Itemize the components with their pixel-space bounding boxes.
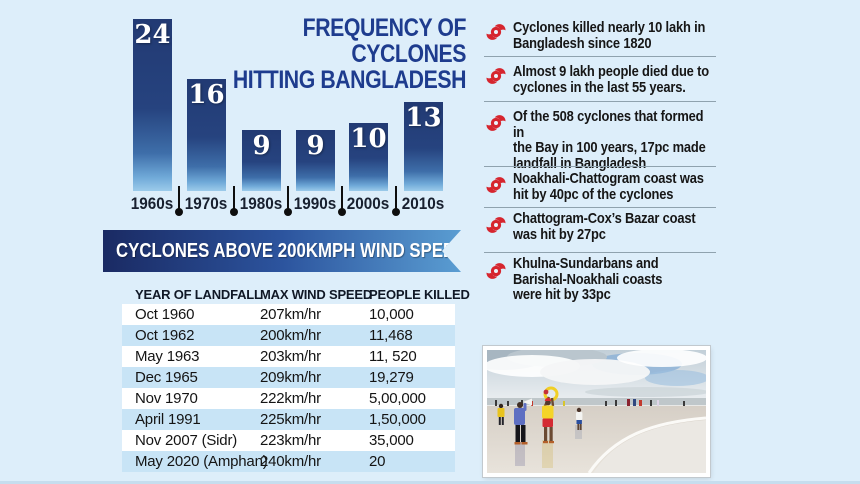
axis-tick [395, 186, 397, 210]
table-cell: Nov 2007 (Sidr) [135, 432, 238, 449]
axis-dot [392, 208, 400, 216]
chart-title: FREQUENCY OF CYCLONES HITTING BANGLADESH [232, 14, 467, 94]
table-banner-ribbon: CYCLONES ABOVE 200KMPH WIND SPEEDS [103, 230, 461, 272]
divider [484, 56, 716, 57]
table-cell: 20 [369, 453, 386, 470]
table-cell: 19,279 [369, 369, 414, 386]
axis-dot [175, 208, 183, 216]
fact-text: Cyclones killed nearly 10 lakh in Bangla… [513, 19, 706, 52]
table-row: Oct 1960 207km/hr 10,000 [122, 304, 455, 325]
beach-photo-illustration [487, 350, 706, 473]
bar-1980s: 9 [242, 130, 281, 191]
bar-1990s: 9 [296, 130, 335, 191]
table-cell: Nov 1970 [135, 390, 198, 407]
table-cell: 222km/hr [260, 390, 321, 407]
table-cell: 209km/hr [260, 369, 321, 386]
table-cell: 5,00,000 [369, 390, 426, 407]
bar-1970s: 16 [187, 79, 226, 191]
table-row: Dec 1965 209km/hr 19,279 [122, 367, 455, 388]
table-cell: 10,000 [369, 306, 414, 323]
bottom-edge [0, 481, 860, 484]
axis-dot [230, 208, 238, 216]
table-row: Nov 2007 (Sidr) 223km/hr 35,000 [122, 430, 455, 451]
table-cell: May 2020 (Amphan) [135, 453, 268, 470]
table-cell: Oct 1962 [135, 327, 195, 344]
table-cell: 11,468 [369, 327, 413, 344]
axis-dot [284, 208, 292, 216]
cyclone-icon [484, 112, 508, 134]
cyclone-icon [484, 174, 508, 196]
table-banner-label: CYCLONES ABOVE 200KMPH WIND SPEEDS [116, 239, 478, 262]
axis-label-1970s: 1970s [184, 194, 228, 213]
table-row: May 1963 203km/hr 11, 520 [122, 346, 455, 367]
axis-label-2010s: 2010s [401, 194, 445, 213]
table-cell: 223km/hr [260, 432, 321, 449]
table-cell: Dec 1965 [135, 369, 198, 386]
axis-label-1990s: 1990s [293, 194, 337, 213]
table-cell: 207km/hr [260, 306, 321, 323]
table-cell: May 1963 [135, 348, 200, 365]
table-cell: 200km/hr [260, 327, 321, 344]
axis-label-2000s: 2000s [346, 194, 390, 213]
cyclone-icon [484, 214, 508, 236]
fact-text: Almost 9 lakh people died due to cyclone… [513, 63, 709, 96]
axis-tick [178, 186, 180, 210]
divider [484, 207, 716, 208]
table-cell: 225km/hr [260, 411, 321, 428]
table-cell: 35,000 [369, 432, 414, 449]
divider [484, 252, 716, 253]
axis-dot [338, 208, 346, 216]
table-cell: 11, 520 [369, 348, 417, 365]
cyclone-icon [484, 65, 508, 87]
cyclone-icon [484, 21, 508, 43]
fact-text: Noakhali-Chattogram coast was hit by 40p… [513, 170, 704, 203]
axis-tick [341, 186, 343, 210]
fact-text: Khulna-Sundarbans and Barishal-Noakhali … [513, 255, 663, 303]
divider [484, 166, 716, 167]
divider [484, 101, 716, 102]
axis-label-1960s: 1960s [130, 194, 174, 213]
axis-tick [233, 186, 235, 210]
beach-photo [483, 346, 710, 477]
bar-value-1970s: 16 [188, 80, 225, 110]
table-row: May 2020 (Amphan) 240km/hr 20 [122, 451, 455, 472]
table-cell: 1,50,000 [369, 411, 426, 428]
bar-value-2000s: 10 [350, 124, 387, 154]
table-header-killed: PEOPLE KILLED [369, 287, 470, 302]
table-header-row: YEAR OF LANDFALL MAX WIND SPEED PEOPLE K… [122, 287, 470, 303]
table-row: Nov 1970 222km/hr 5,00,000 [122, 388, 455, 409]
bar-2000s: 10 [349, 123, 388, 191]
fact-text: Chattogram-Cox’s Bazar coast was hit by … [513, 210, 696, 243]
fact-text: Of the 508 cyclones that formed in the B… [513, 108, 706, 172]
bar-1960s: 24 [133, 19, 172, 191]
table-header-year: YEAR OF LANDFALL [135, 287, 262, 302]
bar-value-2010s: 13 [405, 103, 442, 133]
bar-value-1990s: 9 [306, 131, 325, 161]
table-cell: 203km/hr [260, 348, 321, 365]
bar-2010s: 13 [404, 102, 443, 191]
table-cell: 240km/hr [260, 453, 321, 470]
bar-value-1960s: 24 [134, 20, 171, 50]
axis-label-1980s: 1980s [239, 194, 283, 213]
table-row: April 1991 225km/hr 1,50,000 [122, 409, 455, 430]
cyclone-icon [484, 260, 508, 282]
table-cell: April 1991 [135, 411, 201, 428]
bar-value-1980s: 9 [252, 131, 271, 161]
axis-tick [287, 186, 289, 210]
table-header-windspeed: MAX WIND SPEED [260, 287, 373, 302]
table-row: Oct 1962 200km/hr 11,468 [122, 325, 455, 346]
table-cell: Oct 1960 [135, 306, 195, 323]
